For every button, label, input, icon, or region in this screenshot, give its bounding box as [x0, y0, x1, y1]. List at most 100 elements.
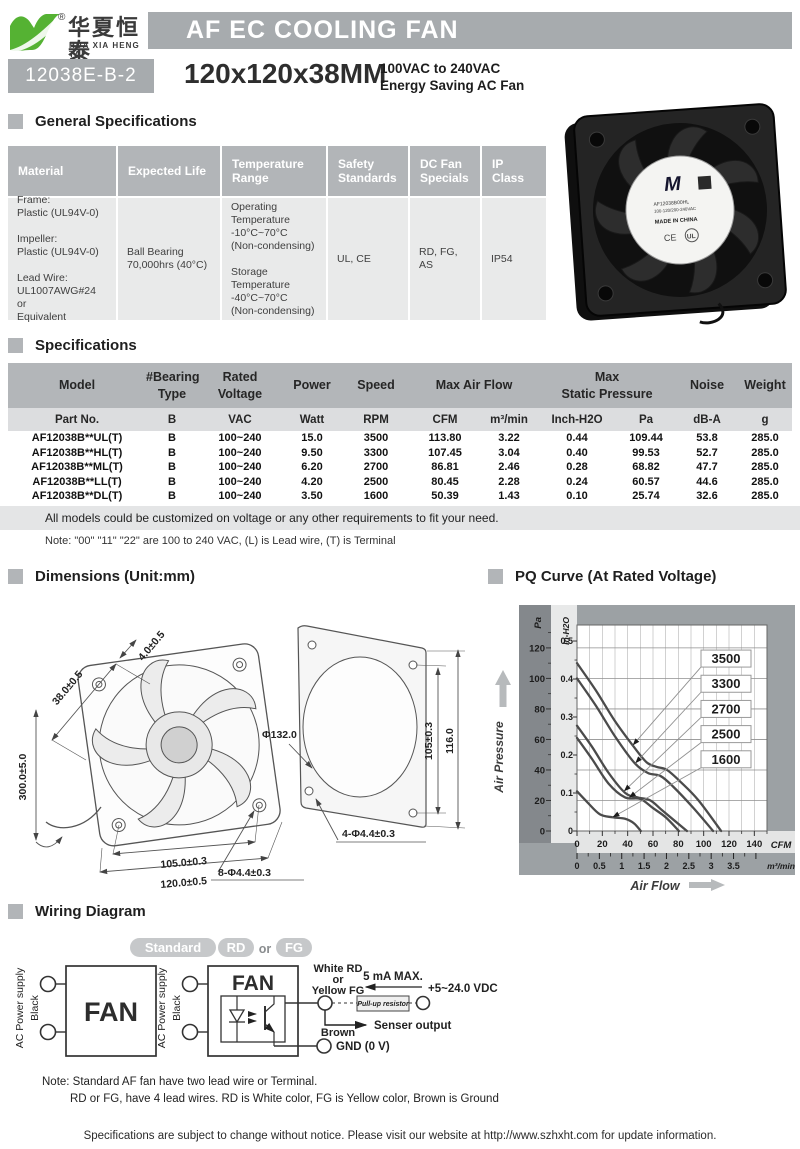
pq-chart: 35003300270025001600020406080100120Pa00.…: [492, 605, 795, 893]
svg-text:0.4: 0.4: [560, 674, 573, 684]
unit-m3min: m³/min: [480, 408, 539, 431]
col-weight: Weight: [738, 363, 793, 408]
dim-hole-pitch-h: 105.0±0.3: [160, 855, 208, 871]
footer-disclaimer: Specifications are subject to change wit…: [83, 1130, 717, 1142]
svg-text:0: 0: [574, 839, 579, 850]
pq-series-3300: [575, 677, 715, 833]
svg-text:2: 2: [664, 861, 669, 871]
section-pq: PQ Curve (At Rated Voltage): [488, 568, 716, 585]
unit-rpm: RPM: [342, 408, 410, 431]
svg-text:0: 0: [568, 826, 573, 836]
gen-cell-safety: UL, CE: [328, 198, 408, 320]
svg-text:60: 60: [648, 839, 659, 850]
svg-text:140: 140: [746, 839, 762, 850]
spec-cell: 2.46: [498, 461, 520, 474]
fan-size: 120x120x38MM: [184, 58, 387, 89]
spec-cell: 285.0: [751, 475, 779, 488]
col-pressure: Max Static Pressure: [538, 363, 677, 408]
col-voltage: Rated Voltage: [198, 363, 282, 408]
standard-terminal-2: [39, 1023, 57, 1041]
gen-header-ip: IP Class: [482, 146, 546, 196]
svg-text:40: 40: [534, 765, 545, 776]
spec-cell: 86.81: [431, 461, 459, 474]
dim-opening-dia: Φ132.0: [262, 729, 297, 741]
spec-cell: 47.7: [696, 461, 718, 474]
col-model: Model: [8, 363, 146, 408]
gen-header-dcfan: DC Fan Specials: [410, 146, 480, 196]
section-dimensions-title: Dimensions (Unit:mm): [35, 568, 196, 585]
sensor-wire-label-1: White RD: [314, 963, 363, 975]
rdfg-ac-label: AC Power supply: [156, 967, 168, 1048]
registered-mark: ®: [58, 12, 66, 23]
spec-row: AF12038B**UL(T) B 100~240 15.0 3500 113.80 3.2…: [8, 431, 792, 446]
gen-cell-ip: IP54: [482, 198, 546, 320]
air-flow-label: Air Flow: [629, 879, 681, 893]
spec-cell: 100~240: [218, 432, 262, 445]
cfm-unit-label: CFM: [771, 840, 793, 851]
spec-cell: 2500: [363, 475, 389, 488]
spec-cell: 109.44: [629, 432, 663, 445]
gen-cell-temp: Operating Temperature -10°C~70°C (Non-co…: [222, 198, 326, 320]
gnd-terminal: [316, 1038, 332, 1054]
fan-label-origin: MADE IN CHINA: [655, 217, 698, 226]
spec-cell: B: [168, 446, 176, 459]
standard-fan-box: [65, 965, 157, 1057]
spec-header-row: Model #Bearing Type Rated Voltage Power …: [8, 363, 793, 408]
spec-cell: 100~240: [218, 461, 262, 474]
svg-text:20: 20: [597, 839, 608, 850]
svg-text:0: 0: [574, 861, 579, 871]
col-speed: Speed: [342, 363, 410, 408]
spec-cell: 0.28: [566, 461, 588, 474]
air-pressure-label: Air Pressure: [492, 721, 506, 794]
svg-text:120: 120: [529, 643, 545, 654]
unit-pa: Pa: [616, 408, 677, 431]
spec-cell: 2.28: [498, 475, 520, 488]
unit-dba: dB-A: [676, 408, 739, 431]
spec-cell: 9.50: [301, 446, 323, 459]
col-airflow: Max Air Flow: [410, 363, 539, 408]
gen-cell-life: Ball Bearing 70,000hrs (40°C): [118, 198, 220, 320]
svg-text:100: 100: [696, 839, 712, 850]
svg-text:0.5: 0.5: [593, 861, 606, 871]
section-wiring-title: Wiring Diagram: [35, 903, 146, 920]
spec-cell: 3300: [363, 446, 389, 459]
sensor-wire-label-2: or: [333, 974, 345, 986]
spec-cell: 0.24: [566, 475, 588, 488]
fan-label-brand: M: [663, 173, 682, 196]
pq-label-2500: 2500: [712, 727, 741, 742]
vdc-label: +5~24.0 VDC: [428, 983, 498, 995]
section-general-title: General Specifications: [35, 113, 197, 130]
pa-unit-label: Pa: [533, 617, 544, 629]
current-max-label: 5 mA MAX.: [363, 971, 423, 983]
brand-name-en: HUA XIA HENG TAI: [69, 41, 140, 59]
brown-label: Brown: [321, 1027, 356, 1039]
spec-row: AF12038B**DL(T) B 100~240 3.50 1600 50.39 1.43…: [8, 489, 792, 504]
gasket-plate: [297, 625, 427, 828]
spec-cell: 25.74: [632, 490, 660, 503]
spec-cell: AF12038B**UL(T): [31, 432, 123, 445]
fan-product-photo: M AF12038B00HL 100-120/200-240VAC MADE I…: [564, 103, 787, 325]
section-pq-title: PQ Curve (At Rated Voltage): [515, 568, 717, 585]
pq-label-box-1600: [700, 750, 752, 769]
svg-text:0: 0: [540, 827, 545, 838]
gen-cell-dcfan: RD, FG, AS: [410, 198, 480, 320]
unit-b: B: [146, 408, 198, 431]
standard-terminal-1: [39, 975, 57, 993]
spec-cell: 80.45: [431, 475, 459, 488]
gen-header-material: Material: [8, 146, 116, 196]
svg-text:0.5: 0.5: [560, 636, 573, 646]
spec-cell: 52.7: [696, 446, 718, 459]
fan-subtitle: 100VAC to 240VAC Energy Saving AC Fan: [380, 60, 524, 94]
spec-cell: 1.43: [498, 490, 520, 503]
dim-plate-height: 116.0: [444, 728, 456, 754]
fan-label-voltage: 100-120/200-240VAC: [654, 206, 696, 214]
section-bullet-icon: [8, 904, 23, 919]
spec-note: Note: "00" "11" "22" are 100 to 240 VAC,…: [45, 535, 396, 547]
cfm-band: [577, 831, 795, 853]
gen-header-safety: Safety Standards: [328, 146, 408, 196]
col-bearing: #Bearing Type: [146, 363, 200, 408]
spec-cell: 107.45: [428, 446, 462, 459]
sensor-terminal: [317, 995, 333, 1011]
spec-cell: B: [168, 490, 176, 503]
